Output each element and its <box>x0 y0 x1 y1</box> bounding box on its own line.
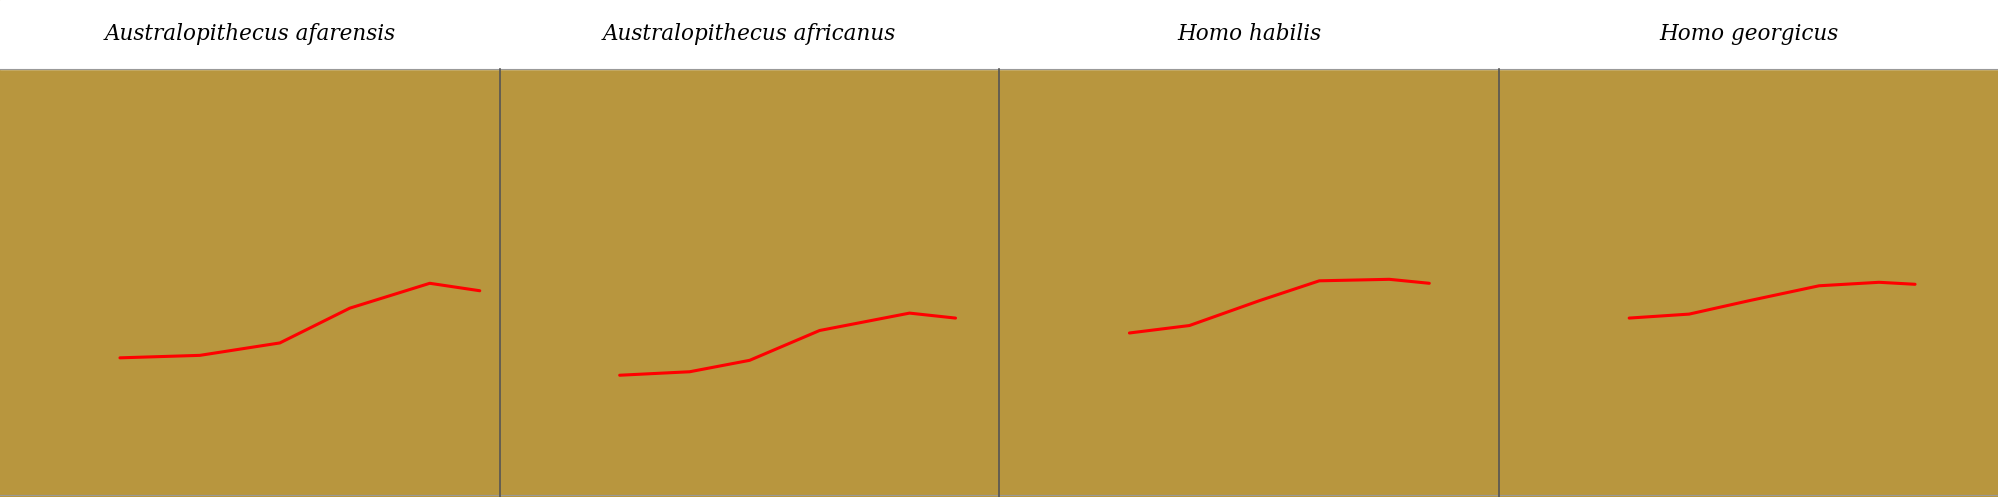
Bar <box>999 69 1498 497</box>
Text: Australopithecus afarensis: Australopithecus afarensis <box>104 23 396 45</box>
Text: Homo georgicus: Homo georgicus <box>1658 23 1838 45</box>
Bar <box>1498 69 1998 497</box>
Text: Homo habilis: Homo habilis <box>1177 23 1321 45</box>
Bar <box>0 69 500 497</box>
Text: Australopithecus africanus: Australopithecus africanus <box>603 23 895 45</box>
Bar <box>0 0 1998 69</box>
Bar <box>500 69 999 497</box>
